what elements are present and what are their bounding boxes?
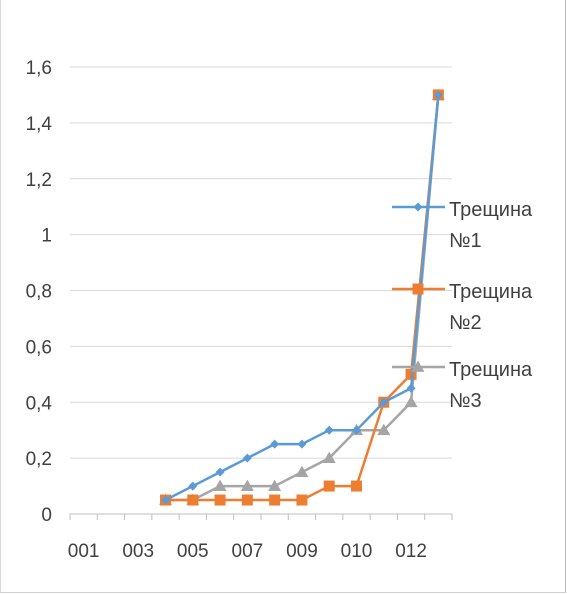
data-point [161, 495, 170, 505]
x-tick-label: 001 [68, 541, 100, 562]
data-point [295, 465, 309, 477]
series-diamond [161, 90, 443, 505]
series-group [159, 88, 445, 506]
series-line [165, 94, 440, 502]
data-point [324, 425, 334, 435]
data-point [215, 467, 225, 477]
data-point [351, 480, 362, 492]
legend-label: Трещина [449, 199, 533, 221]
y-tick-label: 0,6 [26, 337, 52, 358]
data-point [270, 439, 280, 449]
data-point [296, 494, 308, 506]
data-point [214, 494, 226, 506]
x-tick-label: 012 [395, 541, 427, 562]
legend-label: Трещина [449, 281, 533, 303]
data-point [412, 283, 424, 295]
y-tick-label: 0,8 [26, 282, 52, 303]
data-point [377, 423, 391, 436]
x-tick-label: 005 [177, 541, 209, 562]
data-point [241, 494, 253, 506]
data-point [268, 479, 282, 491]
data-point [379, 397, 389, 407]
data-point [411, 360, 425, 372]
data-point [413, 202, 423, 212]
y-tick-label: 1,4 [26, 114, 53, 135]
series-line [164, 94, 440, 502]
y-tick-label: 1,6 [26, 58, 52, 79]
y-tick-label: 0,4 [26, 393, 53, 414]
data-point [323, 480, 335, 492]
data-point [242, 453, 252, 463]
data-point [213, 479, 227, 491]
data-point [406, 383, 416, 393]
legend-item: Трещина №2 [392, 281, 533, 334]
legend-item: Трещина №1 [392, 199, 533, 252]
legend-label: №1 [449, 230, 482, 252]
legend: Трещина №1 Трещина №2 Трещина №3 [392, 199, 533, 412]
data-point [405, 368, 417, 380]
data-point [404, 395, 418, 408]
gridlines [70, 66, 452, 459]
data-point [269, 494, 281, 506]
x-axis-tick-labels: 001 003 005 007 009 010 012 [68, 541, 427, 562]
data-point [240, 479, 254, 491]
legend-item: Трещина №3 [392, 359, 533, 412]
data-point [187, 494, 199, 506]
y-tick-label: 1 [41, 226, 52, 247]
x-tick-label: 010 [341, 541, 373, 562]
legend-label: Трещина [449, 359, 533, 381]
x-tick-label: 007 [232, 541, 264, 562]
legend-label: №3 [449, 390, 482, 412]
legend-label: №2 [449, 312, 482, 334]
y-tick-label: 1,2 [26, 170, 52, 191]
axes [69, 513, 453, 520]
data-point [433, 90, 443, 100]
data-point [322, 451, 336, 463]
data-point [297, 439, 307, 449]
x-tick-label: 009 [286, 541, 318, 562]
series-line [165, 94, 440, 502]
x-tick-label: 003 [122, 541, 154, 562]
y-tick-label: 0,2 [26, 449, 52, 470]
y-axis-tick-labels: 0 0,2 0,4 0,6 0,8 1 1,2 1,4 1,6 [26, 58, 53, 526]
data-point [188, 481, 198, 491]
data-point [352, 425, 361, 435]
y-tick-label: 0 [41, 505, 52, 526]
